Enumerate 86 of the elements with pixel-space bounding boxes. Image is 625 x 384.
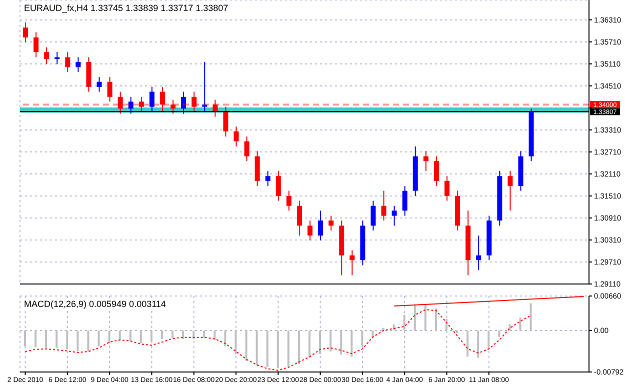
candlestick [34,32,39,58]
candlestick [192,91,197,112]
candlestick [138,96,144,112]
candlestick [54,52,60,65]
candlestick [212,99,218,118]
candlestick [160,86,165,112]
bar [530,303,532,331]
candlestick [402,186,408,216]
bar [350,330,353,357]
bar [234,330,237,354]
bar [45,330,48,348]
chart-title: MACD(12,26,9) 0.005949 0.003114 [24,299,166,309]
candlestick [44,46,50,65]
bar [98,330,100,346]
bar [76,330,79,352]
bar [403,314,406,331]
bar [256,330,258,366]
candlestick [170,99,176,114]
bar [466,330,469,357]
bar [203,330,206,338]
candlestick [128,96,134,114]
bar [66,330,68,350]
bar [245,330,248,361]
candlestick [23,22,28,43]
bar [456,330,458,334]
candlestick [181,91,186,114]
candlestick [118,91,123,114]
bar [118,330,121,340]
candlestick [508,170,513,212]
candlestick [149,86,154,112]
bar [498,330,500,337]
candlestick [296,200,302,236]
candlestick [444,176,450,202]
bar [24,330,26,346]
bar [361,330,364,346]
candlestick [476,235,482,271]
bar [182,330,184,339]
bar [519,317,522,331]
line-series [24,309,532,371]
bar [298,330,300,364]
candlestick [423,150,428,172]
candlestick [370,200,376,231]
candlestick [350,250,355,276]
candlestick [244,136,250,162]
bar [434,308,437,331]
bar [150,330,152,342]
bar [214,330,216,340]
bar [414,304,416,331]
bar [445,319,448,331]
candlestick [107,76,112,102]
bar [266,330,268,368]
chart-title: EURAUD_fx,H4 1.33745 1.33839 1.33717 1.33807 [24,3,228,13]
bar [340,330,342,355]
bar [34,330,37,348]
candlestick [328,215,334,231]
candlestick [96,76,102,92]
candlestick [434,156,439,187]
bar [172,330,174,338]
bar [108,330,110,342]
bar [129,330,132,342]
bar [56,330,58,348]
candlestick [286,190,292,212]
candlestick [318,210,324,241]
candlestick [381,190,386,222]
candlestick [276,170,281,202]
bar [308,330,310,358]
bar [276,330,279,368]
bar [477,330,480,358]
bar [287,330,290,368]
bar [319,330,322,354]
candlestick [234,126,239,147]
candlestick [265,170,270,187]
bar [330,330,332,352]
candlestick [392,205,397,226]
candlestick [202,62,208,112]
candlestick [65,52,70,72]
bar [140,330,142,344]
candlestick [223,106,228,137]
bar [224,330,226,346]
bar [488,330,490,350]
bar [424,304,426,331]
bar [160,330,163,339]
candlestick [308,220,312,241]
bar [192,330,195,339]
candlestick [76,56,81,72]
bar [87,330,90,352]
